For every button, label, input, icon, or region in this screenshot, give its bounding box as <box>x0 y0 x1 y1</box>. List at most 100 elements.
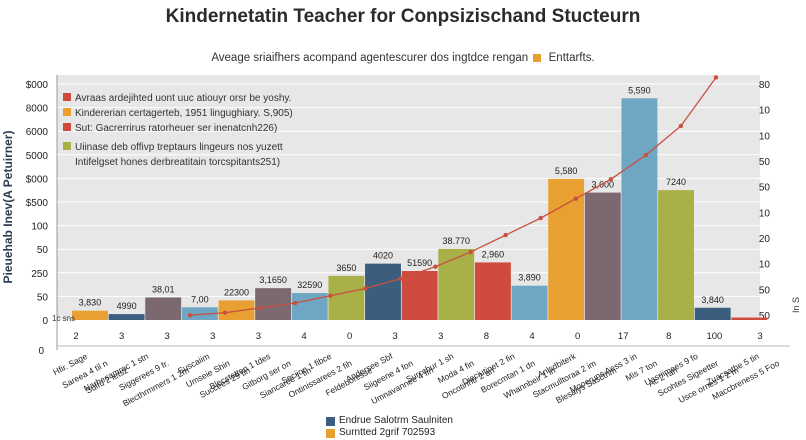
chart-title: Kindernetatin Teacher for Conpsizischand… <box>165 6 641 27</box>
bar-data-label: 7,00 <box>191 294 209 304</box>
bar-data-label: 3,600 <box>592 180 615 190</box>
x-axis-number: 3 <box>438 331 443 342</box>
inner-legend-swatch <box>63 93 71 101</box>
trend-point <box>643 152 649 158</box>
x-axis-number: 3 <box>256 331 261 342</box>
bar-data-label: 3650 <box>336 263 356 273</box>
bottom-legend-swatch <box>326 428 335 438</box>
bar-data-label: 5,580 <box>555 166 578 176</box>
x-axis-number: 0 <box>347 331 352 342</box>
bar <box>548 178 585 320</box>
bar-data-label: 3,830 <box>79 298 102 308</box>
subtitle-text: Aveage sriaifhers acompand agentescurer … <box>211 52 529 64</box>
y-tick-label: 0 <box>42 316 48 327</box>
y-tick-label: 6000 <box>26 127 49 138</box>
bar-data-label: 22300 <box>224 287 249 297</box>
inner-legend-swatch <box>63 108 71 116</box>
subtitle-legend-text: Enttarfts. <box>548 52 595 64</box>
bar <box>584 192 621 320</box>
trend-point <box>678 123 684 129</box>
y2-tick-label: 50 <box>759 183 771 194</box>
subtitle-legend-swatch <box>533 53 542 62</box>
bar <box>694 307 731 320</box>
bar <box>218 300 255 320</box>
inner-legend-text: Avraas ardejihted uont uuc atiouyr orsr … <box>75 93 291 104</box>
trend-point <box>608 177 613 182</box>
bar-data-label: 51590 <box>407 258 432 268</box>
bar-data-label: 32590 <box>297 280 322 290</box>
y-tick-label: $000 <box>26 80 49 91</box>
trend-line <box>189 77 717 316</box>
x-axis-number: 3 <box>165 331 170 342</box>
bottom-legend-swatch <box>326 416 335 426</box>
y2-tick-label: 10 <box>759 106 771 117</box>
trend-point <box>468 249 473 255</box>
x-axis-number: 8 <box>666 331 671 342</box>
bar <box>511 285 548 320</box>
y-tick-label: $500 <box>26 198 49 209</box>
x-axis-number: 3 <box>119 331 124 342</box>
y2-tick-label: 80 <box>759 80 771 91</box>
axis-corner-label: 1c sns <box>52 314 75 323</box>
y-tick-label: 50 <box>37 245 49 256</box>
inner-legend-text: Uiinase deb offivp treptaurs lingeurs no… <box>75 142 283 153</box>
x-axis-number: 4 <box>529 331 534 342</box>
x-axis-number: 17 <box>618 331 629 342</box>
chart-subtitle: Aveage sriaifhers acompand agentescurer … <box>0 52 806 64</box>
trend-point <box>503 232 508 238</box>
trend-point <box>573 196 578 201</box>
y-tick-label: 8000 <box>26 104 49 115</box>
bottom-legend-item: Endrue Salotrm Saulniten <box>326 415 453 427</box>
bar-data-label: 2,960 <box>482 249 505 259</box>
x-axis-number: 100 <box>706 331 722 342</box>
bar <box>474 262 511 320</box>
inner-legend-text: Sut: Gacrerrirus ratorheuer ser inenatcn… <box>75 123 277 134</box>
trend-point <box>433 264 438 269</box>
y2-tick-label: 10 <box>759 260 771 271</box>
bar <box>621 98 658 321</box>
y-tick-label: 50 <box>37 292 49 303</box>
bar <box>401 271 438 320</box>
bar <box>328 275 365 320</box>
y-tick-label: 5000 <box>26 151 49 162</box>
y2-tick-label: 50 <box>759 311 771 322</box>
inner-legend-swatch <box>63 123 71 131</box>
bottom-legend-text: Endrue Salotrm Saulniten <box>339 415 453 426</box>
x-axis-number: 0 <box>575 331 580 342</box>
y-tick-label: 100 <box>31 222 48 233</box>
bar-data-label: 5,590 <box>628 85 651 95</box>
bar <box>658 190 695 320</box>
trend-point <box>293 300 298 306</box>
y2-tick-label: 50 <box>759 157 771 168</box>
x-axis-number: 8 <box>484 331 489 342</box>
trend-point <box>713 75 719 80</box>
trend-point <box>328 293 333 298</box>
bar <box>365 263 401 320</box>
bar <box>72 310 108 320</box>
bar <box>108 314 145 320</box>
x-axis-number: 3 <box>393 331 398 342</box>
inner-legend-swatch <box>63 142 71 150</box>
y2-tick-label: 50 <box>759 285 771 296</box>
inner-legend-text: Kindererian certagerteb, 1951 lingughiar… <box>75 108 293 119</box>
x-axis-number: 3 <box>210 331 215 342</box>
bar <box>438 248 475 320</box>
bottom-legend: Endrue Salotrm Saulniten Surntted 2grif 7… <box>326 415 453 439</box>
bar-data-label: 4990 <box>117 301 137 311</box>
y-tick-label: 250 <box>31 269 48 280</box>
x-axis-number: 2 <box>73 331 78 342</box>
trend-point <box>538 215 543 221</box>
y-tick-label: 0 <box>38 346 44 357</box>
x-axis-number: 4 <box>301 331 306 342</box>
y2-tick-label: 10 <box>759 131 771 142</box>
y-tick-label: $000 <box>26 174 49 185</box>
trend-point <box>363 286 368 291</box>
y2-tick-label: 20 <box>759 234 771 245</box>
trend-point <box>257 305 263 311</box>
trend-point <box>222 310 228 315</box>
bar-data-label: 7240 <box>666 177 686 187</box>
bar-data-label: 4020 <box>373 251 393 261</box>
bar <box>731 317 768 320</box>
bar-data-label: 3,1650 <box>259 275 287 285</box>
bottom-legend-item: Surntted 2grif 702593 <box>326 427 453 439</box>
